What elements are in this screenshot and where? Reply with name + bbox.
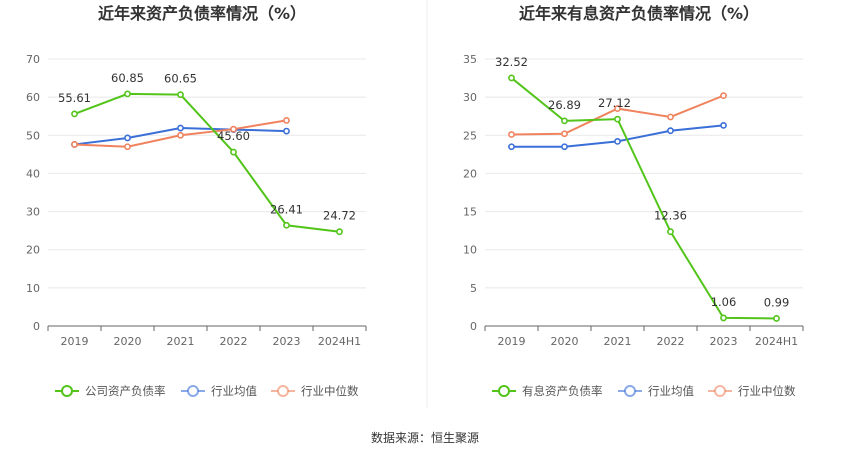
data-label: 1.06 [711, 295, 737, 309]
y-tick-label: 20 [463, 167, 477, 180]
data-point-median [508, 131, 515, 138]
data-label: 60.85 [111, 71, 144, 85]
data-point-avg [561, 143, 568, 151]
legend-label: 公司资产负债率 [85, 384, 166, 398]
legend-marker [714, 385, 726, 397]
data-label: 26.89 [548, 98, 581, 112]
data-point-company [71, 110, 78, 118]
legend-label: 行业均值 [648, 384, 694, 398]
data-point-company [667, 228, 674, 236]
data-label: 24.72 [323, 209, 356, 223]
x-tick-label: 2019 [61, 335, 89, 348]
chart-panel-left: 近年来资产负债率情况（%） 0 10 20 30 40 50 60 70 2019 2020 2021… [26, 4, 367, 398]
data-point-avg [508, 143, 515, 151]
data-label: 0.99 [764, 295, 790, 309]
legend-item-median[interactable]: 行业中位数 [271, 384, 359, 398]
data-point-median [720, 92, 727, 100]
x-tick-label: 2021 [604, 335, 632, 348]
y-tick-label: 70 [26, 53, 40, 66]
chart-title: 近年来有息资产负债率情况（%） [519, 4, 759, 23]
data-point-company [614, 115, 621, 123]
y-tick-label: 15 [463, 206, 477, 219]
y-tick-label: 10 [463, 244, 477, 257]
y-tick-label: 5 [470, 282, 477, 295]
series-line-company [510, 77, 777, 320]
y-tick-label: 30 [26, 206, 40, 219]
x-tick-label: 2023 [710, 335, 738, 348]
data-point-median [614, 105, 621, 112]
data-label: 27.12 [598, 96, 631, 110]
y-tick-label: 10 [26, 282, 40, 295]
x-tick-label: 2024H1 [318, 335, 361, 348]
data-point-avg [720, 121, 727, 129]
legend-marker [187, 385, 199, 397]
x-tick-label: 2021 [167, 335, 195, 348]
data-point-company [283, 221, 290, 229]
data-point-company [124, 90, 131, 98]
y-tick-label: 25 [463, 129, 477, 142]
data-label: 45.60 [217, 129, 250, 143]
data-point-median [230, 125, 237, 133]
y-tick-label: 40 [26, 167, 40, 180]
legend-marker [277, 385, 289, 397]
x-tick-label: 2020 [114, 335, 142, 348]
y-tick-label: 35 [463, 53, 477, 66]
legend-item-avg[interactable]: 行业均值 [618, 384, 694, 398]
data-point-company [230, 148, 237, 156]
data-label: 26.41 [270, 202, 303, 216]
legend-item-median[interactable]: 行业中位数 [708, 384, 796, 398]
legend-label: 行业中位数 [738, 384, 796, 398]
y-tick-label: 60 [26, 91, 40, 104]
data-point-median [177, 131, 184, 139]
legend-item-avg[interactable]: 行业均值 [181, 384, 257, 398]
data-source-note: 数据来源：恒生聚源 [371, 430, 479, 445]
legend-item-company[interactable]: 公司资产负债率 [55, 384, 166, 398]
y-tick-label: 0 [33, 320, 40, 333]
data-point-avg [614, 137, 621, 145]
data-point-avg [124, 134, 131, 142]
data-point-company [720, 314, 727, 322]
data-point-median [124, 143, 131, 151]
y-tick-label: 0 [470, 320, 477, 333]
data-point-median [283, 117, 290, 124]
data-point-company [561, 117, 568, 125]
data-point-median [667, 113, 674, 121]
data-point-median [71, 141, 78, 148]
series-line-company [74, 92, 340, 233]
data-point-company [508, 74, 515, 82]
legend-item-company[interactable]: 有息资产负债率 [492, 384, 603, 398]
legend-marker [498, 385, 510, 397]
x-tick-label: 2023 [273, 335, 301, 348]
y-tick-label: 50 [26, 129, 40, 142]
chart-panel-right: 近年来有息资产负债率情况（%） 0 5 10 15 20 25 30 35 2019 2020 202… [463, 4, 804, 398]
data-label: 60.65 [164, 72, 197, 86]
data-point-median [561, 130, 568, 138]
data-point-company [773, 315, 780, 322]
x-tick-label: 2022 [220, 335, 248, 348]
legend-marker [61, 385, 73, 397]
legend-label: 有息资产负债率 [522, 384, 603, 398]
data-point-company [336, 228, 343, 236]
data-label: 55.61 [58, 91, 91, 105]
data-label: 12.36 [654, 209, 687, 223]
data-point-company [177, 91, 184, 99]
x-tick-label: 2019 [498, 335, 526, 348]
x-tick-label: 2024H1 [755, 335, 798, 348]
chart-title: 近年来资产负债率情况（%） [98, 4, 306, 23]
legend-label: 行业中位数 [301, 384, 359, 398]
data-point-avg [283, 127, 290, 135]
x-tick-label: 2020 [551, 335, 579, 348]
x-tick-label: 2022 [657, 335, 685, 348]
data-label: 32.52 [495, 55, 528, 69]
data-point-avg [177, 124, 184, 132]
legend-label: 行业均值 [211, 384, 257, 398]
legend-marker [624, 385, 636, 397]
y-tick-label: 30 [463, 91, 477, 104]
y-tick-label: 20 [26, 244, 40, 257]
data-point-avg [667, 127, 674, 135]
